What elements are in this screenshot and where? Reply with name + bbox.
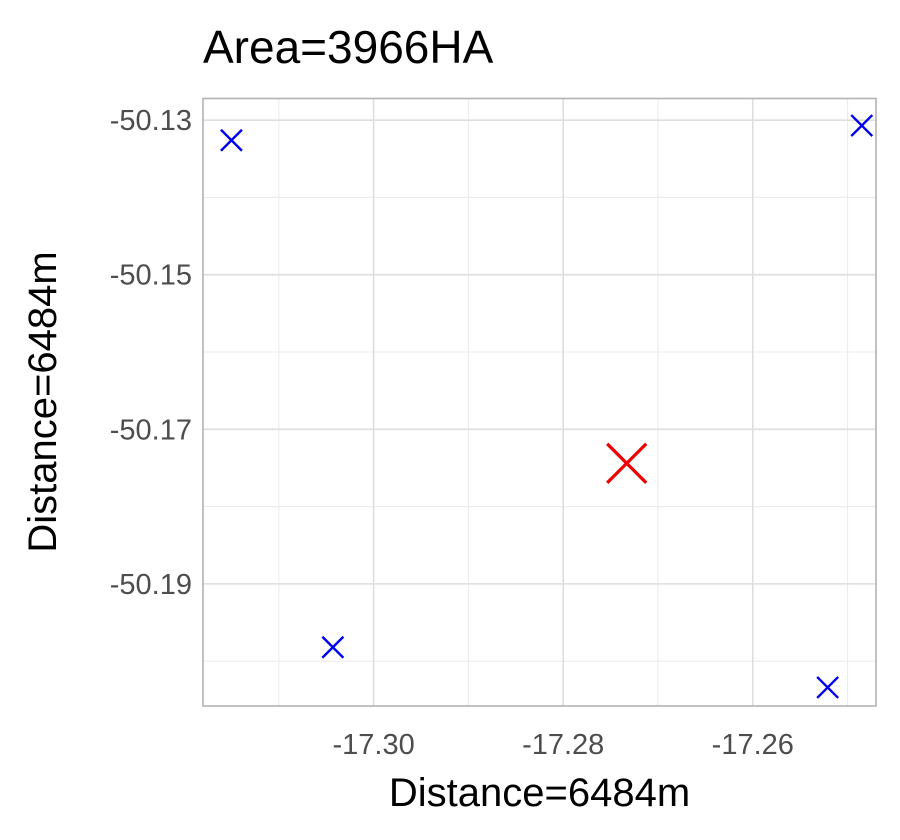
chart-title: Area=3966HA — [203, 21, 494, 73]
marker-stroke — [816, 676, 840, 699]
x-tick-label: -17.26 — [712, 729, 794, 761]
marker-stroke — [321, 635, 345, 659]
data-point — [321, 635, 345, 659]
x-tick-label: -17.30 — [333, 729, 415, 761]
marker-stroke — [850, 114, 874, 137]
tick-labels: -17.30 -17.28 -17.26 -50.13 -50.15 -50.17 -50.… — [110, 105, 794, 761]
x-tick-label: -17.28 — [522, 729, 604, 761]
y-tick-label: -50.17 — [110, 414, 192, 446]
plot-panel-border — [202, 97, 877, 707]
marker-stroke — [606, 442, 648, 484]
y-axis-title: Distance=6484m — [21, 251, 65, 552]
data-points — [220, 114, 874, 699]
data-point — [816, 676, 840, 699]
data-point — [220, 128, 243, 152]
data-point — [850, 114, 874, 137]
center-point — [606, 442, 648, 484]
grid — [203, 98, 876, 706]
y-tick-label: -50.13 — [110, 105, 192, 137]
y-tick-label: -50.15 — [110, 260, 192, 292]
x-axis-title: Distance=6484m — [389, 771, 690, 815]
y-tick-label: -50.19 — [110, 569, 192, 601]
marker-stroke — [220, 128, 243, 152]
